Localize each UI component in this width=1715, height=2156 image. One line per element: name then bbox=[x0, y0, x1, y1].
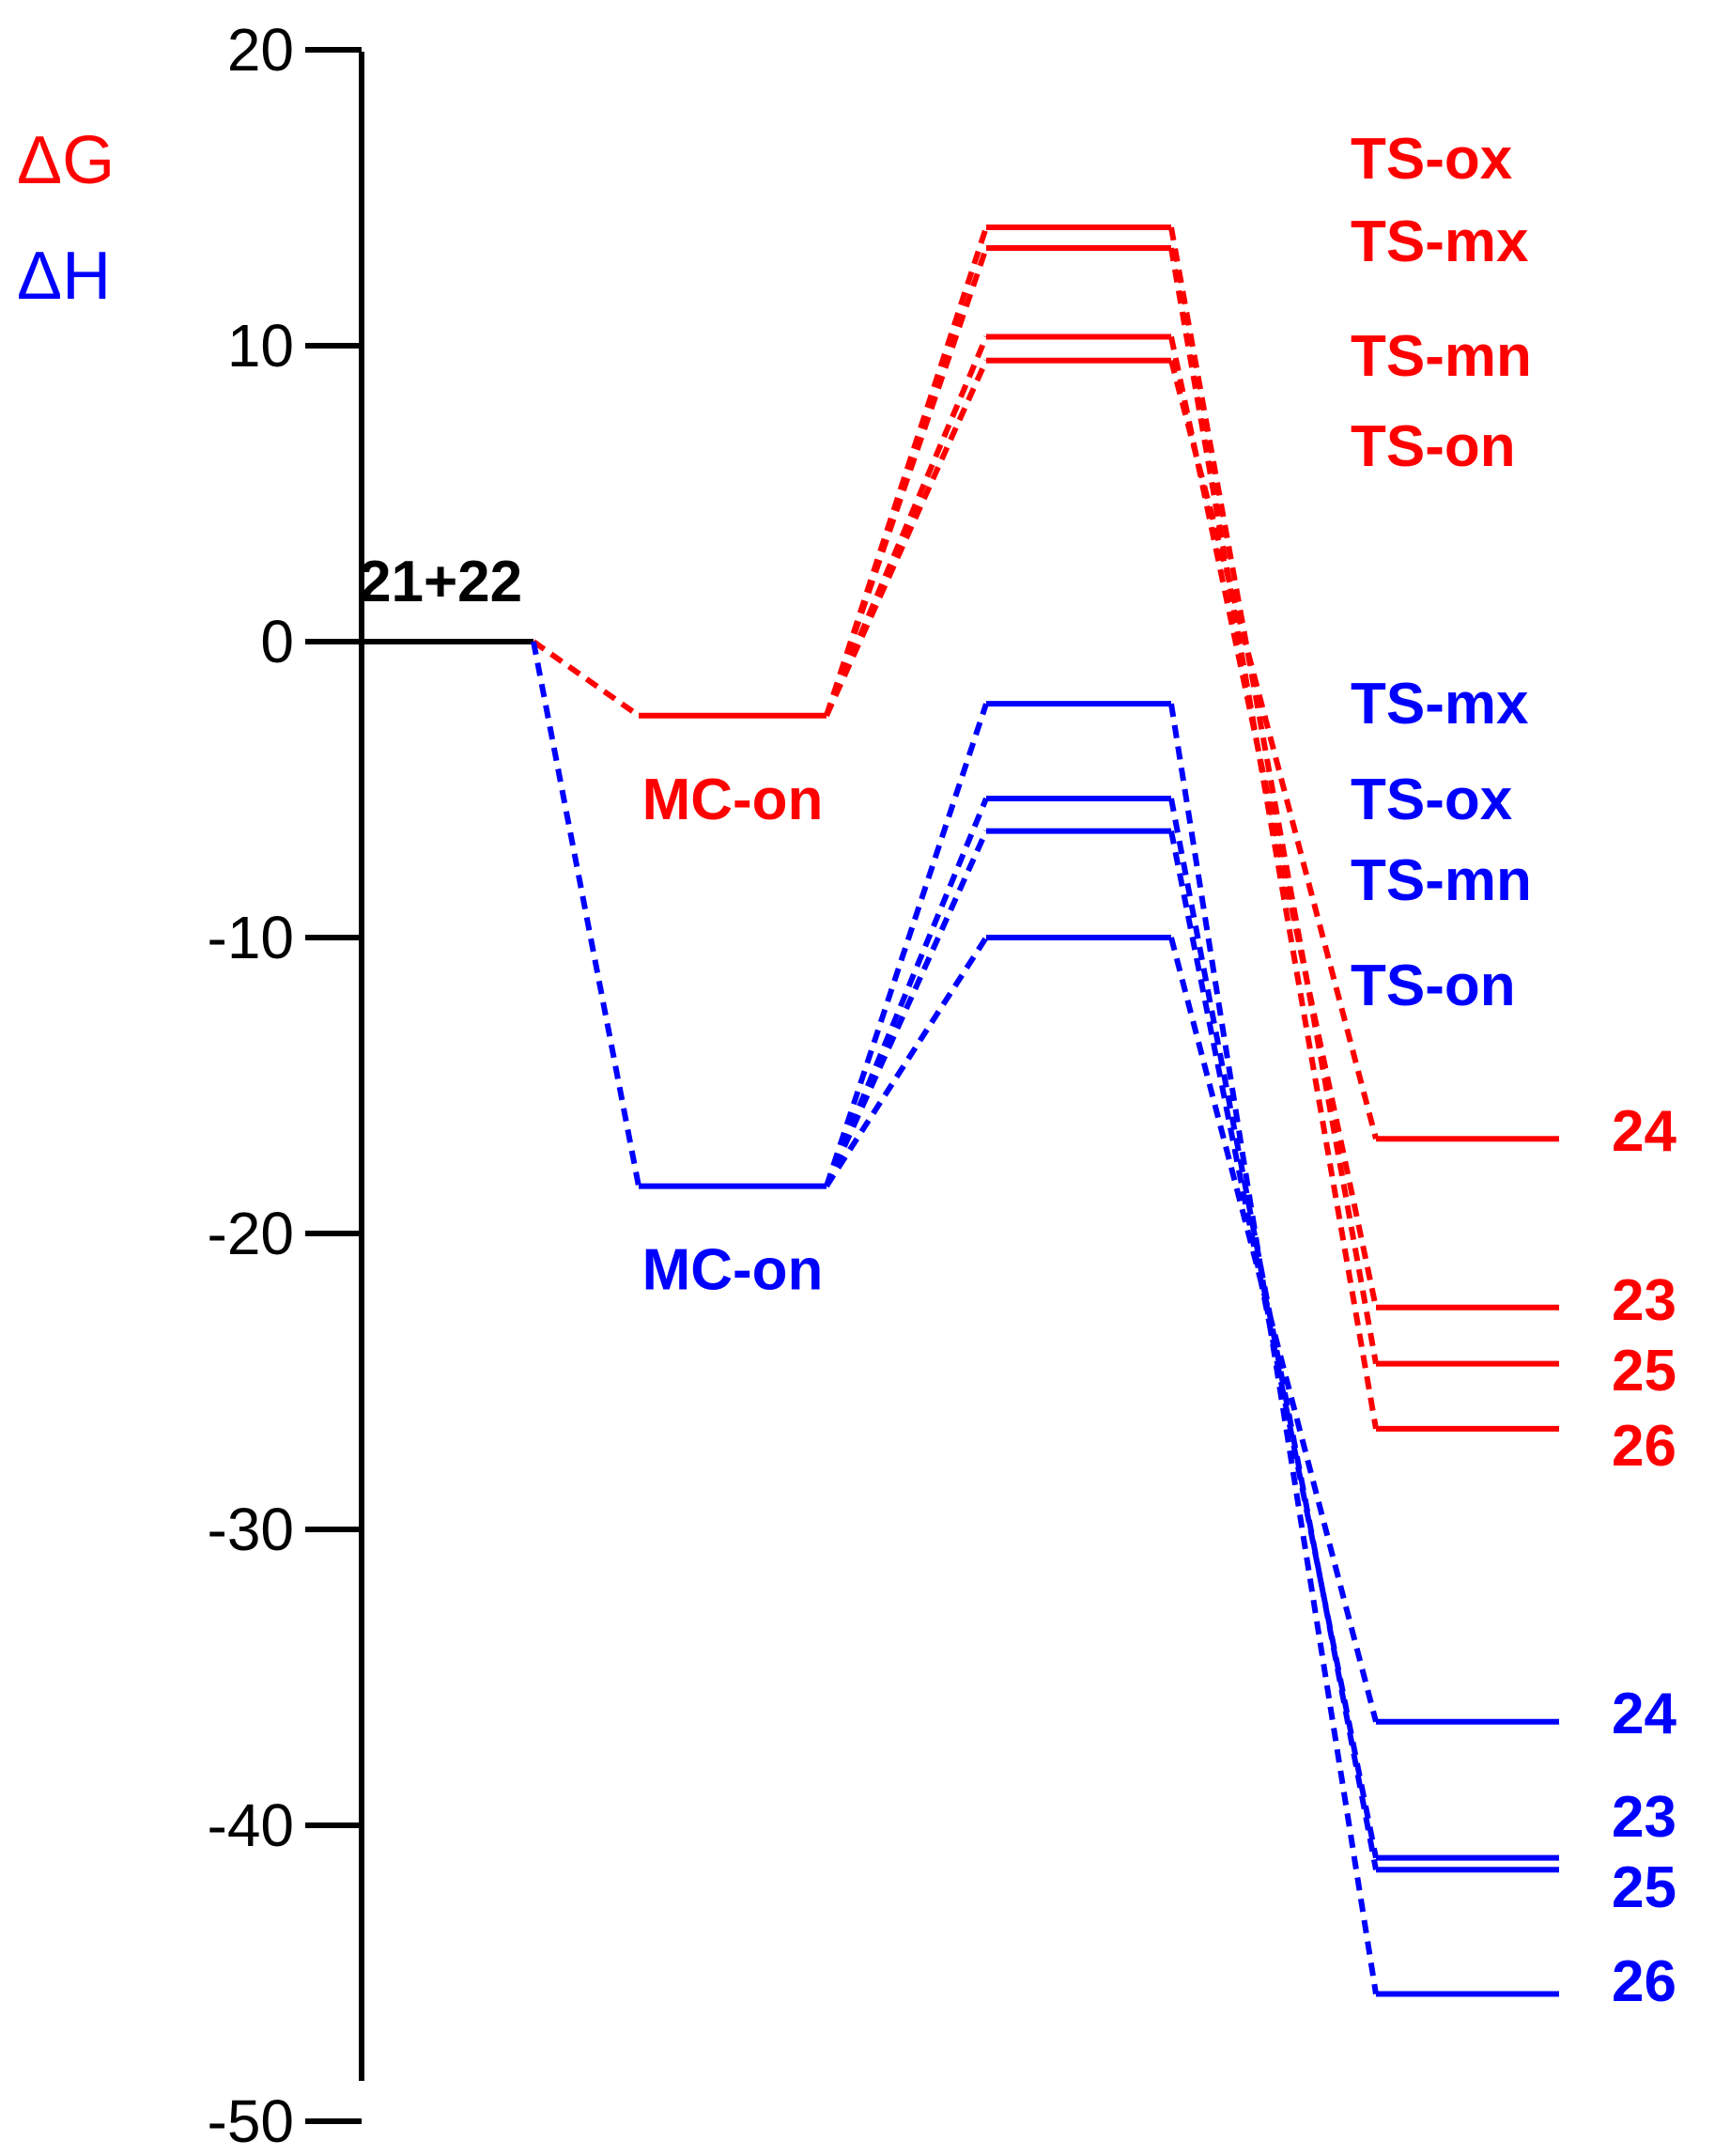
connector-line bbox=[1168, 937, 1379, 1723]
legend-dg: ΔG bbox=[17, 123, 115, 198]
product-label: 23 bbox=[1612, 1268, 1676, 1333]
connector-line bbox=[824, 247, 989, 717]
complex-label: MC-on bbox=[642, 768, 824, 832]
product-label: 24 bbox=[1612, 1682, 1676, 1746]
connector-line bbox=[532, 639, 641, 719]
connector-line bbox=[824, 335, 989, 717]
ts-label: TS-mn bbox=[1351, 324, 1532, 389]
connector-line bbox=[531, 641, 641, 1187]
y-tick-label: -40 bbox=[208, 1791, 295, 1859]
y-tick-label: 10 bbox=[227, 312, 294, 380]
y-tick-label: -50 bbox=[208, 2087, 295, 2155]
complex-label: MC-on bbox=[642, 1238, 824, 1303]
ts-label: TS-mx bbox=[1351, 672, 1529, 737]
connector-line bbox=[1168, 247, 1379, 1430]
connector-line bbox=[1168, 335, 1379, 1309]
product-label: 25 bbox=[1612, 1855, 1676, 1920]
y-tick-label: -10 bbox=[208, 904, 295, 971]
connector-line bbox=[824, 936, 989, 1188]
legend-dh: ΔH bbox=[17, 239, 111, 314]
connector-line bbox=[824, 797, 989, 1187]
ts-label: TS-mn bbox=[1351, 848, 1532, 913]
reactant-label: 21+22 bbox=[359, 550, 522, 614]
y-tick-label: 20 bbox=[227, 16, 294, 84]
product-label: 26 bbox=[1612, 1949, 1676, 2014]
ts-label: TS-ox bbox=[1351, 768, 1513, 832]
connector-line bbox=[1168, 226, 1379, 1365]
connector-line bbox=[1168, 359, 1379, 1140]
y-tick-label: 0 bbox=[260, 608, 294, 675]
ts-label: TS-on bbox=[1351, 954, 1516, 1018]
product-label: 26 bbox=[1612, 1414, 1676, 1479]
ts-label: TS-ox bbox=[1351, 127, 1513, 192]
y-tick-label: -20 bbox=[208, 1200, 295, 1267]
connector-line bbox=[1168, 703, 1379, 1995]
plot-area: MC-onTS-oxTS-mxTS-mnTS-on24232526MC-onTS… bbox=[531, 127, 1677, 2014]
connector-line bbox=[824, 359, 989, 717]
product-label: 25 bbox=[1612, 1339, 1676, 1404]
y-axis-ticks: 20 10 0 -10 -20 -30 -40 -50 bbox=[208, 16, 362, 2155]
connector-line bbox=[824, 703, 989, 1187]
product-label: 24 bbox=[1612, 1099, 1676, 1164]
connector-line bbox=[824, 830, 989, 1187]
ts-label: TS-on bbox=[1351, 414, 1516, 479]
y-tick-label: -30 bbox=[208, 1496, 295, 1563]
ts-label: TS-mx bbox=[1351, 209, 1529, 274]
product-label: 23 bbox=[1612, 1785, 1676, 1850]
